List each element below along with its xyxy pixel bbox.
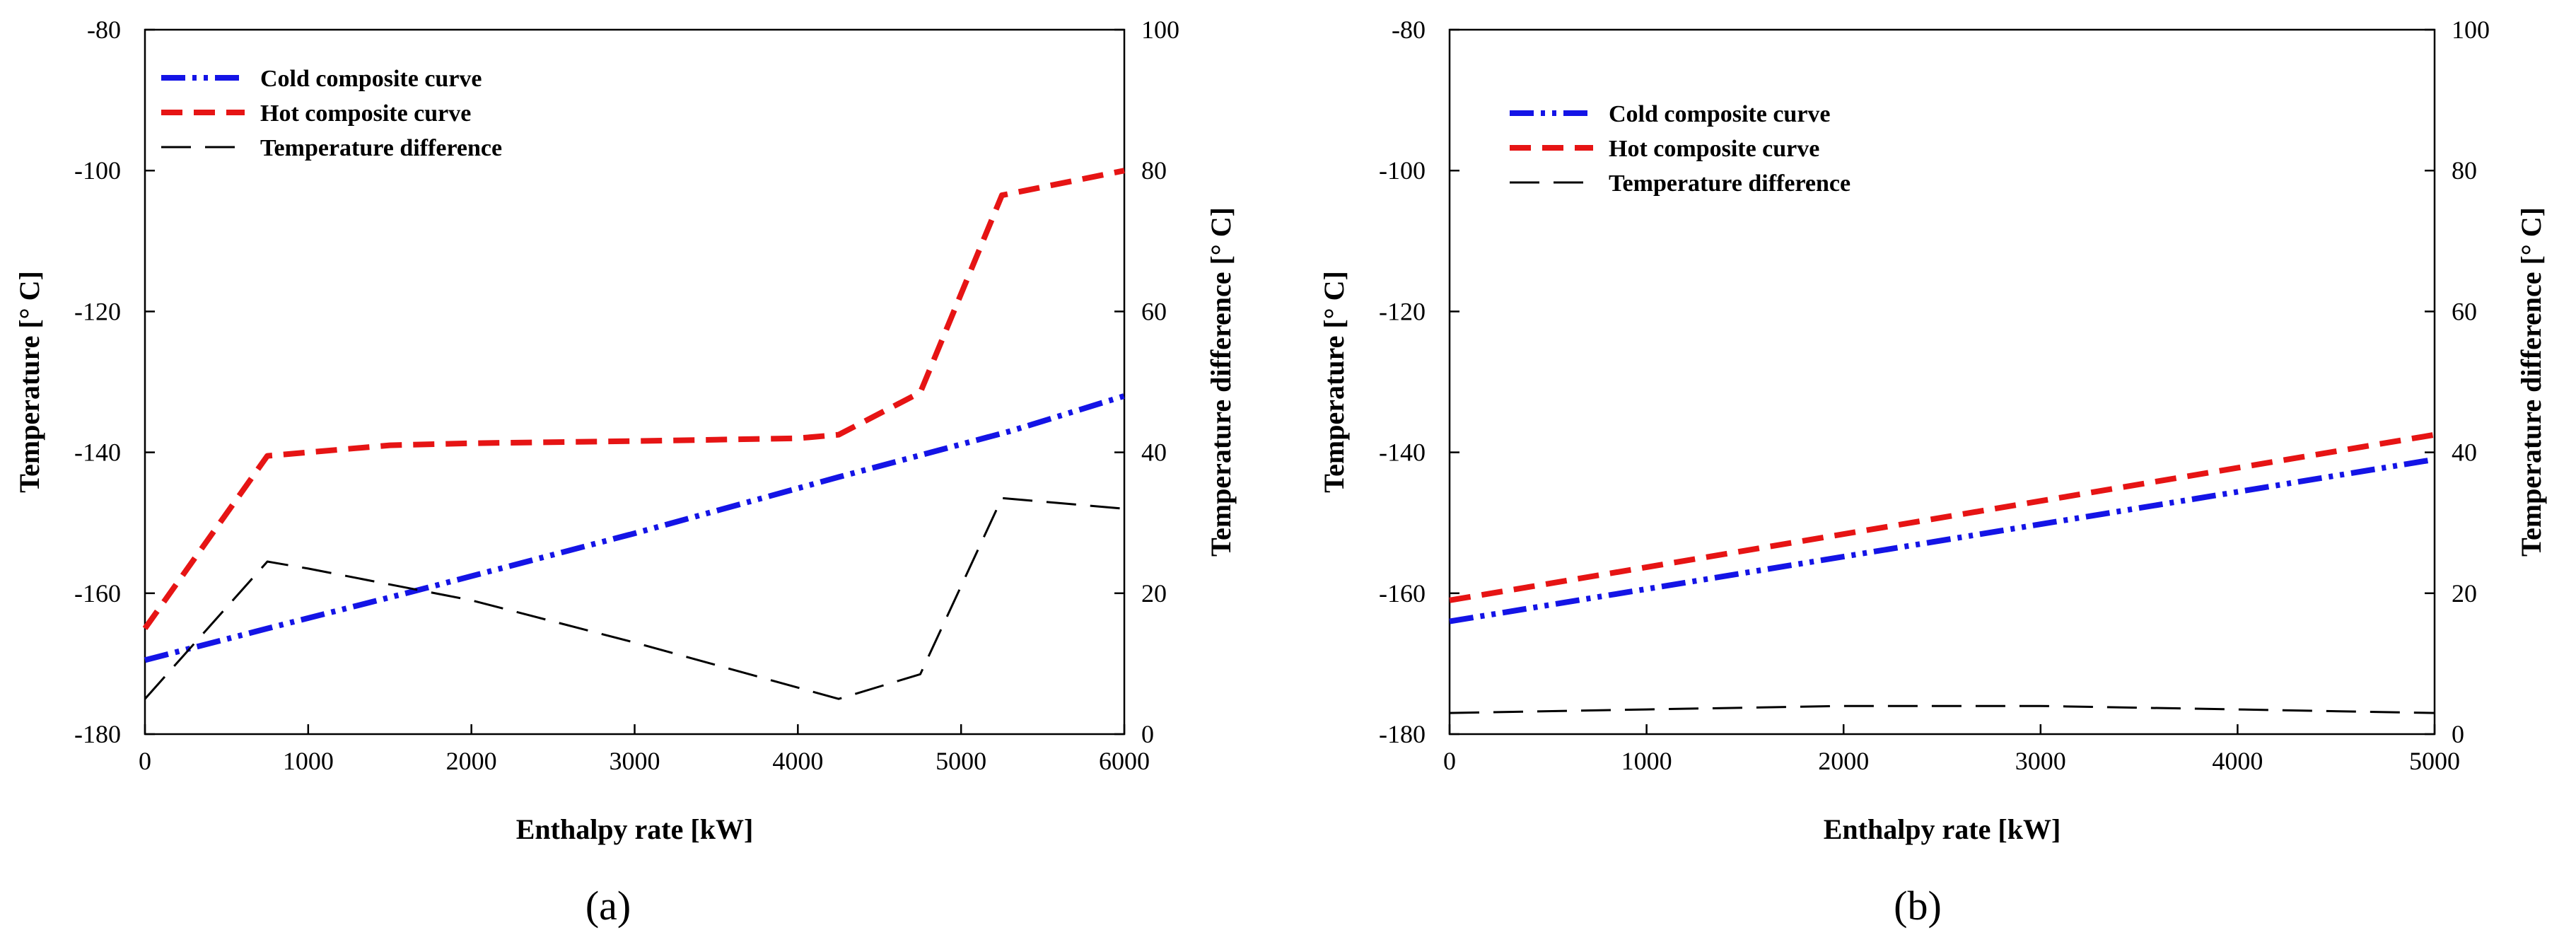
panel-a-label: (a) (585, 883, 631, 929)
panel-b-y-right-tick-label: 80 (2452, 156, 2477, 185)
panel-b-x-tick-label: 1000 (1621, 747, 1672, 775)
panel-a-series-hot-composite-curve (142, 168, 1125, 630)
panel-b-y-left-tick-label: -160 (1379, 579, 1426, 608)
panel-a-y-right-tick-label: 100 (1141, 16, 1179, 44)
panel-b-y-right-axis-title: Temperature difference [° C] (2515, 207, 2547, 557)
panel-a-x-tick-label: 2000 (446, 747, 497, 775)
panel-a-y-right-tick-label: 40 (1141, 438, 1167, 467)
panel-a-x-tick-label: 3000 (610, 747, 660, 775)
panel-b-x-tick-label: 0 (1443, 747, 1456, 775)
panel-b-x-tick-label: 2000 (1818, 747, 1869, 775)
panel-b-x-tick-label: 4000 (2212, 747, 2263, 775)
panel-b-y-right-tick-label: 20 (2452, 579, 2477, 608)
panel-a-y-left-tick-label: -180 (74, 720, 121, 748)
panel-a-x-tick-label: 0 (139, 747, 151, 775)
panel-a-series-temperature-difference (144, 496, 1125, 700)
panel-a-legend-label: Cold composite curve (260, 66, 482, 92)
panel-b: 0 1000 2000 3000 4000 5000-80-100-120-140-160… (1318, 16, 2547, 929)
panel-b-y-left-tick-label: -100 (1379, 156, 1426, 185)
panel-b-legend-label: Hot composite curve (1609, 136, 1819, 162)
panel-a-y-right-tick-label: 20 (1141, 579, 1167, 608)
panel-a-series-cold-composite-curve (144, 393, 1126, 663)
panel-a-y-left-tick-label: -140 (74, 438, 121, 467)
panel-b-series-temperature-difference (1449, 704, 2435, 714)
panel-b-y-right-tick-label: 100 (2452, 16, 2490, 44)
panel-a-y-left-tick-label: -120 (74, 297, 121, 325)
panel-a-y-right-axis-title: Temperature difference [° C] (1205, 207, 1237, 557)
panel-b-y-left-axis-title: Temperature [° C] (1318, 271, 1350, 493)
panel-a-x-tick-label: 6000 (1099, 747, 1150, 775)
panel-b-x-axis-title: Enthalpy rate [kW] (1824, 813, 2061, 845)
panel-a-y-left-tick-label: -100 (74, 156, 121, 185)
panel-a-y-left-tick-label: -80 (87, 16, 121, 44)
panel-b-y-left-tick-label: -180 (1379, 720, 1426, 748)
panel-b-legend-label: Temperature difference (1609, 170, 1851, 197)
panel-a-y-right-tick-label: 80 (1141, 156, 1167, 185)
panel-b-x-tick-label: 5000 (2409, 747, 2460, 775)
panel-b-y-left-tick-label: -80 (1392, 16, 1426, 44)
panel-a-x-axis-title: Enthalpy rate [kW] (516, 813, 754, 845)
panel-b-legend-label: Cold composite curve (1609, 101, 1831, 127)
panel-a: 0 1000 2000 3000 4000 5000 6000-80-100-120-140… (13, 16, 1237, 929)
panel-b-y-left-tick-label: -140 (1379, 438, 1426, 467)
panel-a-x-tick-label: 5000 (936, 747, 986, 775)
panel-b-y-right-tick-label: 40 (2452, 438, 2477, 467)
panel-b-label: (b) (1894, 883, 1942, 929)
panel-a-y-left-axis-title: Temperature [° C] (13, 271, 45, 493)
panel-a-y-left-tick-label: -160 (74, 579, 121, 608)
panel-b-y-right-tick-label: 60 (2452, 297, 2477, 325)
panel-a-x-tick-label: 1000 (283, 747, 334, 775)
panel-b-plot-frame (1448, 28, 2436, 736)
panel-a-legend-label: Hot composite curve (260, 100, 471, 127)
panel-b-series-hot-composite-curve (1449, 431, 2435, 603)
panel-b-y-right-tick-label: 0 (2452, 720, 2464, 748)
panel-a-y-right-tick-label: 0 (1141, 720, 1154, 748)
panel-b-x-tick-label: 3000 (2015, 747, 2066, 775)
panel-a-x-tick-label: 4000 (772, 747, 823, 775)
panel-a-y-right-tick-label: 60 (1141, 297, 1167, 325)
panel-b-series-cold-composite-curve (1449, 456, 2435, 624)
panel-b-y-left-tick-label: -120 (1379, 297, 1426, 325)
panel-a-legend-label: Temperature difference (260, 135, 502, 161)
